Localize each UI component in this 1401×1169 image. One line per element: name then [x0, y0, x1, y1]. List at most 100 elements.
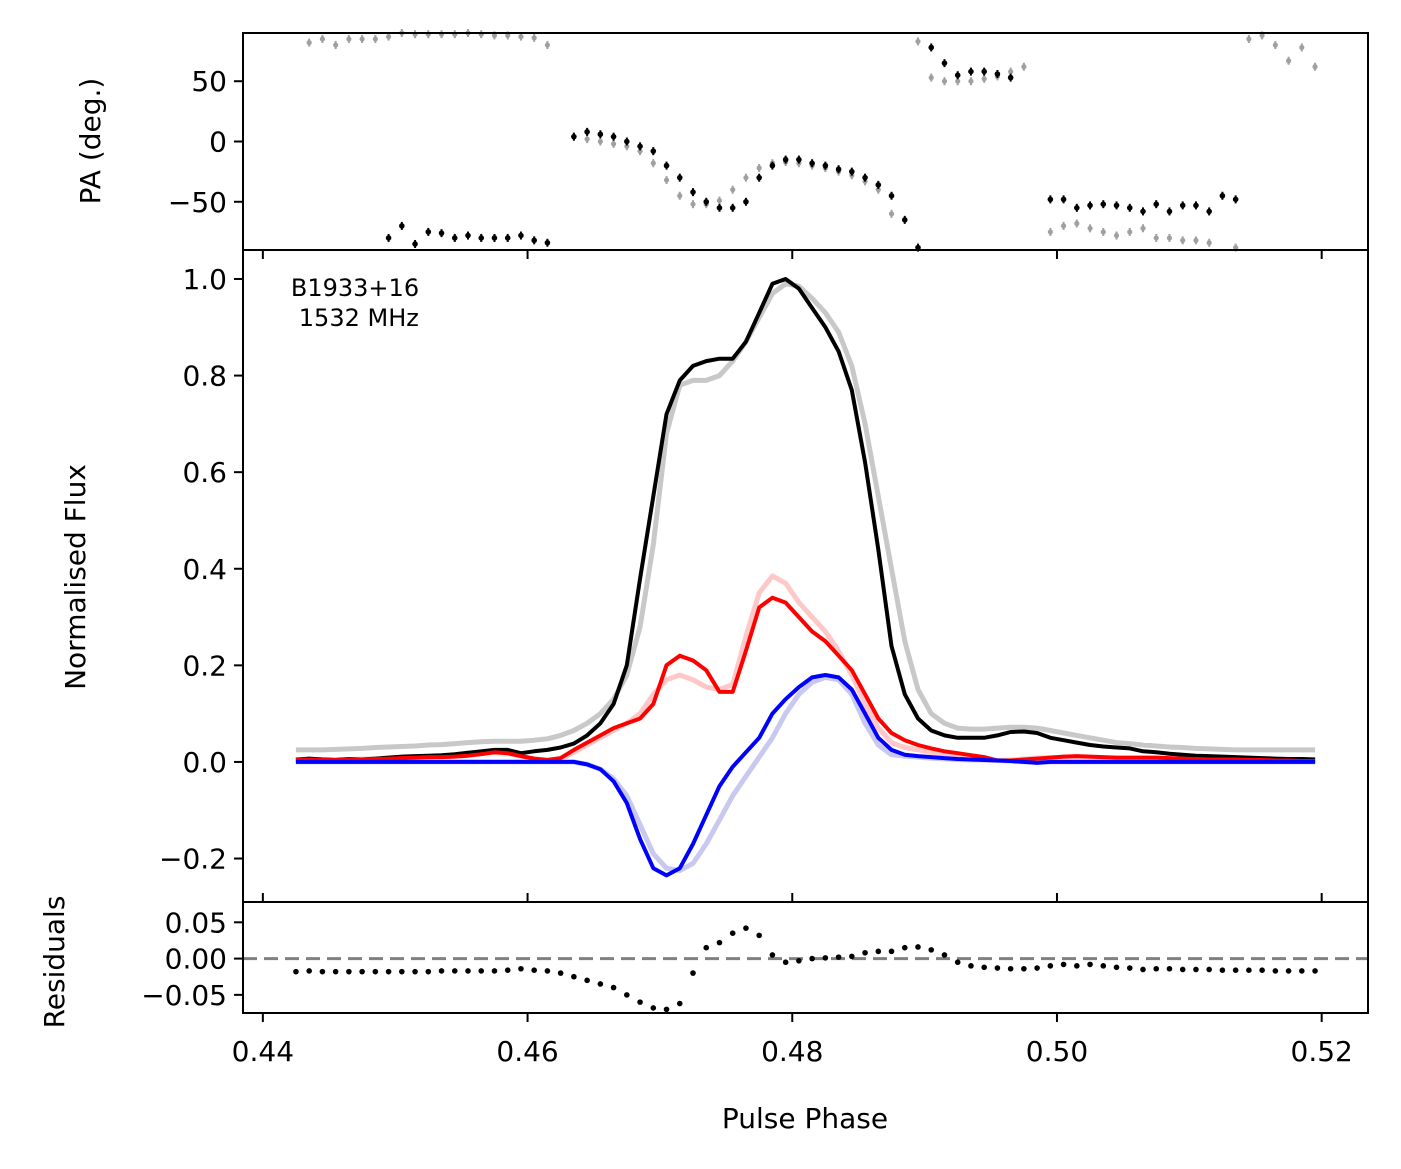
residual-point	[928, 947, 935, 953]
pa-point-grey	[941, 78, 948, 84]
residual-point	[1272, 968, 1279, 974]
profile-y-tick-label: −0.2	[159, 843, 227, 876]
pa-point	[610, 133, 617, 140]
pa-point	[928, 44, 935, 51]
pa-point	[676, 174, 683, 181]
profile-line-total-intensity-model	[295, 281, 1316, 753]
profile-y-tick-label: 0.4	[182, 553, 227, 586]
pa-point	[888, 192, 895, 199]
residual-point	[690, 970, 696, 976]
x-tick-label: 0.50	[1026, 1035, 1088, 1068]
pa-point	[954, 72, 961, 78]
pa-point	[981, 68, 987, 75]
pa-point	[1126, 205, 1133, 211]
residual-point	[399, 968, 405, 975]
residual-point	[1179, 966, 1186, 973]
pa-point	[1206, 208, 1212, 215]
pa-point	[1219, 192, 1226, 199]
pa-point	[994, 71, 1001, 77]
x-tick-label: 0.52	[1291, 1035, 1353, 1068]
pa-point	[385, 235, 392, 241]
residual-point	[1312, 968, 1318, 974]
pa-point	[716, 205, 723, 211]
pa-point-grey	[505, 32, 511, 39]
pa-point	[504, 235, 511, 241]
residuals-y-tick-label: −0.05	[141, 979, 227, 1012]
pa-point	[637, 143, 643, 150]
residual-point	[1113, 964, 1120, 971]
profile-y-tick-label: 0.0	[182, 746, 227, 779]
residual-marks	[293, 925, 1318, 1013]
pa-point-grey	[491, 32, 498, 39]
residuals-y-tick-label: 0.05	[165, 906, 227, 939]
pa-point-grey	[1246, 36, 1252, 42]
residual-point	[504, 967, 511, 973]
residual-point	[941, 952, 948, 958]
pa-point-grey	[955, 78, 961, 84]
profile-line-circular-polarisation	[295, 673, 1316, 878]
residual-point	[968, 963, 974, 969]
profile-y-axis-label: Normalised Flux	[59, 464, 92, 690]
annotation-line: B1933+16	[291, 274, 419, 302]
residual-point	[557, 970, 564, 976]
x-axis-label: Pulse Phase	[722, 1102, 888, 1135]
pa-point	[531, 237, 537, 244]
pa-point	[399, 223, 405, 229]
residual-point	[796, 957, 802, 964]
pa-point-grey	[624, 143, 630, 149]
residual-point	[809, 955, 815, 962]
pa-point-grey	[385, 34, 392, 40]
pa-point	[438, 230, 445, 236]
pa-point-grey	[372, 36, 378, 42]
pa-y-tick-label: 0	[209, 126, 227, 159]
pa-point-grey	[1127, 229, 1133, 235]
pa-point	[835, 166, 842, 173]
pa-point-grey	[610, 141, 617, 147]
pa-point	[782, 156, 789, 163]
pa-point-grey	[359, 36, 365, 42]
residual-point	[584, 977, 590, 984]
profile-y-tick-label: 1.0	[182, 263, 227, 296]
residual-point	[1299, 968, 1305, 974]
pa-point	[571, 133, 577, 140]
residual-point	[1285, 968, 1292, 974]
residual-point	[1007, 965, 1014, 972]
residual-point	[478, 968, 485, 974]
residual-point	[716, 939, 723, 946]
pa-point	[729, 205, 736, 211]
pa-point	[809, 160, 815, 166]
residual-point	[1246, 967, 1252, 973]
residual-point	[981, 964, 987, 971]
profile-panel: 1.0 0.8 0.6 0.4 0.2 0.0 −0.2 Normalised Flux B…	[59, 249, 1369, 903]
residual-point	[597, 981, 604, 987]
pa-point	[756, 174, 762, 181]
pa-y-axis-label: PA (deg.)	[74, 78, 107, 205]
pa-point-grey	[1153, 235, 1159, 241]
pa-point-grey	[716, 197, 723, 204]
pa-point-grey	[584, 136, 590, 142]
pa-point	[451, 235, 458, 241]
residual-point	[1232, 967, 1239, 973]
pa-point-grey	[1100, 229, 1106, 235]
x-tick-label: 0.48	[761, 1035, 823, 1068]
residual-point	[875, 948, 882, 955]
pa-point	[1140, 208, 1146, 215]
residuals-y-tick-label: 0.00	[165, 943, 227, 976]
residual-point	[756, 932, 762, 939]
residual-point	[1153, 965, 1160, 972]
pa-point-grey	[1074, 220, 1080, 227]
pa-point-grey	[730, 187, 736, 193]
residual-point	[915, 944, 921, 950]
residual-point	[372, 968, 379, 975]
pa-point	[1113, 202, 1120, 209]
pa-point	[901, 217, 908, 223]
residual-point	[822, 955, 829, 961]
residual-point	[385, 968, 392, 975]
pa-point-grey	[306, 40, 312, 46]
pa-point	[1074, 205, 1080, 211]
pa-point	[941, 60, 948, 66]
residual-point	[624, 992, 630, 998]
pa-point-grey	[1113, 232, 1120, 239]
pa-point	[769, 162, 776, 169]
profile-lines	[295, 277, 1316, 878]
